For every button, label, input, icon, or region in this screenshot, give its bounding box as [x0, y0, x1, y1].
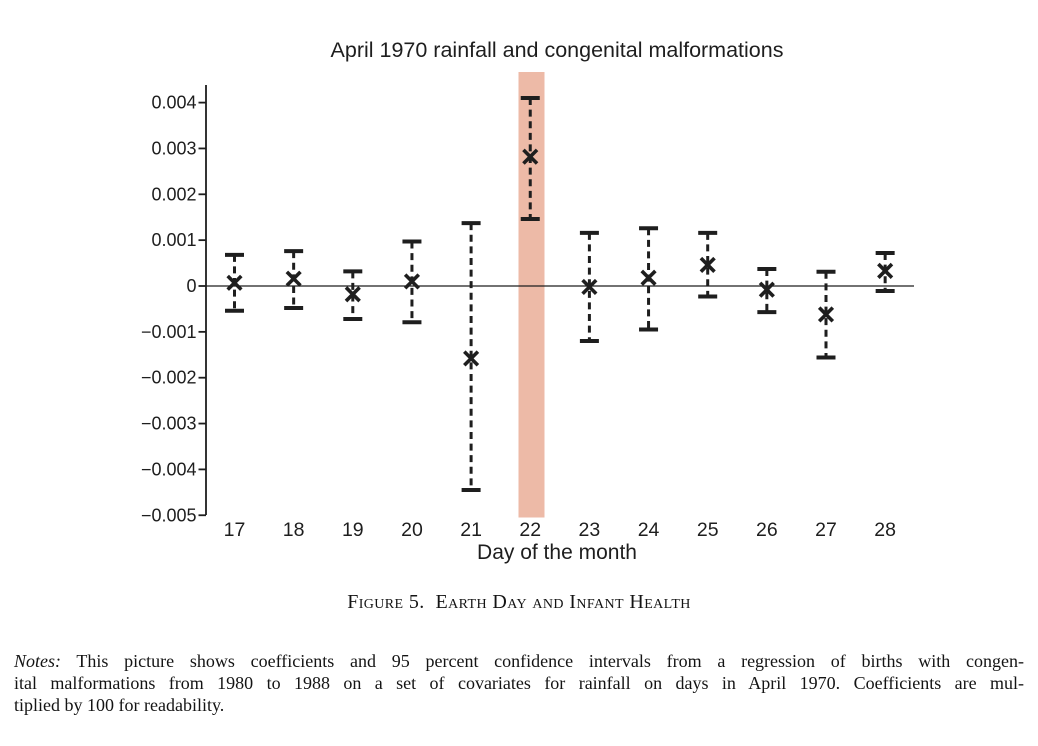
marker-day-26 — [758, 281, 775, 298]
figure-caption: Figure 5. Earth Day and Infant Health — [0, 591, 1038, 614]
marker-day-22 — [522, 148, 539, 165]
ci-group-day-18 — [284, 249, 304, 311]
y-tick-label: −0.001 — [141, 322, 197, 342]
marker-stroke — [758, 281, 775, 298]
x-tick-label-day-25: 25 — [697, 519, 719, 541]
marker-day-17 — [226, 274, 243, 291]
x-tick-label-day-19: 19 — [342, 519, 364, 541]
y-tick-label: 0.002 — [151, 184, 196, 204]
x-tick-label-day-20: 20 — [401, 519, 423, 541]
ci-group-day-20 — [402, 239, 422, 325]
marker-stroke — [285, 270, 302, 287]
x-tick-label-day-27: 27 — [815, 519, 837, 541]
ci-group-day-28 — [875, 250, 895, 294]
ci-group-day-24 — [639, 226, 659, 332]
marker-day-20 — [403, 273, 421, 290]
ci-group-day-19 — [343, 269, 363, 322]
marker-day-25 — [699, 256, 716, 273]
y-tick-label: 0.004 — [151, 93, 196, 113]
marker-stroke — [817, 306, 835, 323]
marker-stroke — [581, 278, 598, 295]
marker-stroke — [877, 262, 894, 279]
ci-group-day-25 — [698, 230, 718, 299]
y-tick-label: 0.003 — [151, 138, 196, 158]
y-tick-label: −0.002 — [141, 368, 197, 388]
x-tick-label-day-17: 17 — [224, 519, 246, 541]
x-tick-label-day-24: 24 — [638, 519, 660, 541]
x-tick-label-day-28: 28 — [874, 519, 896, 541]
x-tick-label-day-18: 18 — [283, 519, 305, 541]
ci-group-day-23 — [579, 230, 599, 344]
y-tick-label: −0.004 — [141, 459, 197, 479]
marker-day-23 — [581, 278, 598, 295]
ci-group-day-17 — [225, 252, 244, 313]
marker-day-24 — [640, 269, 657, 286]
notes-line-3: tiplied by 100 for readability. — [14, 695, 225, 715]
marker-day-27 — [817, 306, 835, 323]
marker-day-28 — [877, 262, 894, 279]
marker-stroke — [226, 274, 243, 291]
x-axis-label: Day of the month — [477, 541, 637, 564]
x-tick-label-day-21: 21 — [460, 519, 482, 541]
y-tick-label: −0.003 — [141, 414, 197, 434]
marker-stroke — [403, 273, 421, 290]
marker-stroke — [344, 286, 361, 303]
figure-caption-text: Figure 5. Earth Day and Infant Health — [347, 591, 691, 613]
x-tick-label-day-26: 26 — [756, 519, 778, 541]
marker-stroke — [522, 148, 539, 165]
y-tick-label: 0 — [186, 276, 196, 296]
notes-line-2: ital malformations from 1980 to 1988 on … — [14, 673, 1024, 693]
x-tick-label-day-23: 23 — [579, 519, 601, 541]
ci-group-day-26 — [757, 267, 777, 315]
ci-group-day-27 — [816, 269, 836, 360]
y-tick-label: −0.005 — [141, 505, 197, 525]
figure-notes: Notes: This picture shows coefficients a… — [14, 650, 1024, 716]
notes-line-1-text: This picture shows coefficients and 95 p… — [61, 651, 1024, 671]
marker-stroke — [463, 350, 480, 367]
ci-group-day-21 — [461, 221, 481, 493]
notes-label: Notes: — [14, 651, 61, 671]
coefficient-chart: 0.004 0.003 0.002 0.001 0 −0.001 −0.002 −0.003 −… — [141, 38, 914, 564]
x-tick-label-day-22: 22 — [519, 519, 541, 541]
chart-title: April 1970 rainfall and congenital malfo… — [331, 38, 784, 62]
notes-line-1: Notes: This picture shows coefficients a… — [14, 650, 1024, 672]
marker-day-18 — [285, 270, 302, 287]
marker-day-19 — [344, 286, 361, 303]
ci-group-day-22 — [520, 96, 540, 222]
marker-stroke — [640, 269, 657, 286]
marker-stroke — [699, 256, 716, 273]
y-tick-label: 0.001 — [151, 230, 196, 250]
marker-day-21 — [463, 350, 480, 367]
